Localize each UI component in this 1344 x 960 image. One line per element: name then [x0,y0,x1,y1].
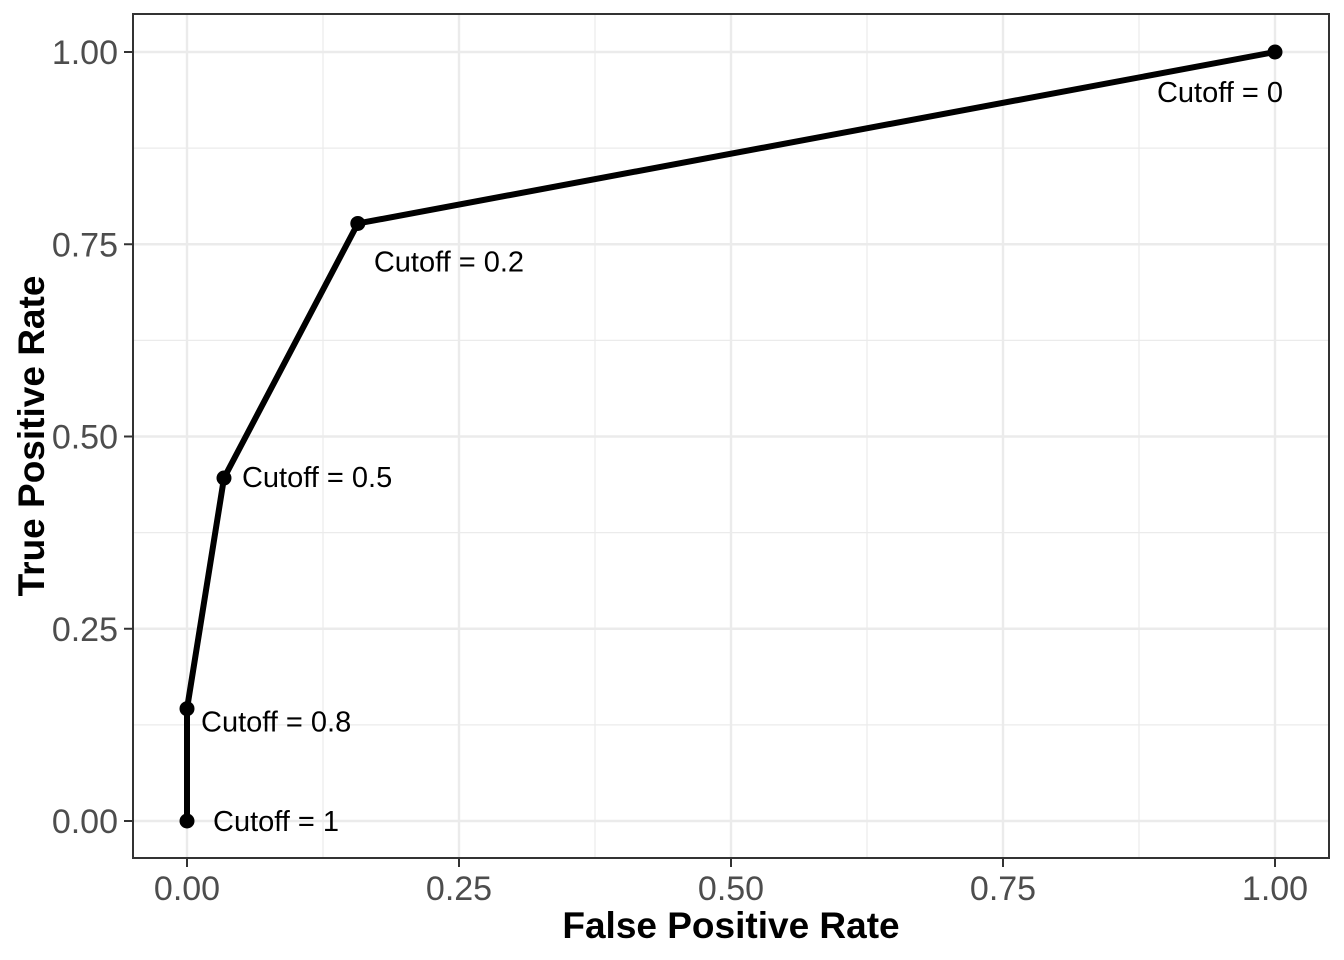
y-axis-title: True Positive Rate [11,276,52,597]
y-tick-label: 0.25 [52,611,118,649]
x-tick-label: 0.50 [698,870,764,908]
y-tick-label: 0.75 [52,226,118,264]
roc-point [216,470,232,486]
cutoff-annotations: Cutoff = 1 Cutoff = 0.8 Cutoff = 0.5 Cutoff… [201,77,1283,838]
x-axis-title: False Positive Rate [562,905,899,946]
cutoff-annotation: Cutoff = 1 [213,806,339,838]
axis-tick-marks [124,51,1276,867]
x-tick-label: 0.75 [970,870,1036,908]
cutoff-annotation: Cutoff = 0 [1157,77,1283,109]
y-tick-label: 0.00 [52,803,118,841]
roc-point [179,813,195,829]
y-tick-label: 1.00 [52,34,118,72]
x-tick-label: 1.00 [1242,870,1308,908]
axis-tick-labels: 0.00 0.25 0.50 0.75 1.00 0.00 0.25 0.50 0.75 1.00 [52,34,1308,908]
x-tick-label: 0.00 [154,870,220,908]
cutoff-annotation: Cutoff = 0.8 [201,707,351,739]
roc-point [179,701,195,717]
x-tick-label: 0.25 [426,870,492,908]
roc-point [350,215,366,231]
roc-series [179,44,1283,829]
cutoff-annotation: Cutoff = 0.5 [242,462,392,494]
y-tick-label: 0.50 [52,419,118,457]
cutoff-annotation: Cutoff = 0.2 [374,246,524,278]
roc-point [1267,44,1283,60]
